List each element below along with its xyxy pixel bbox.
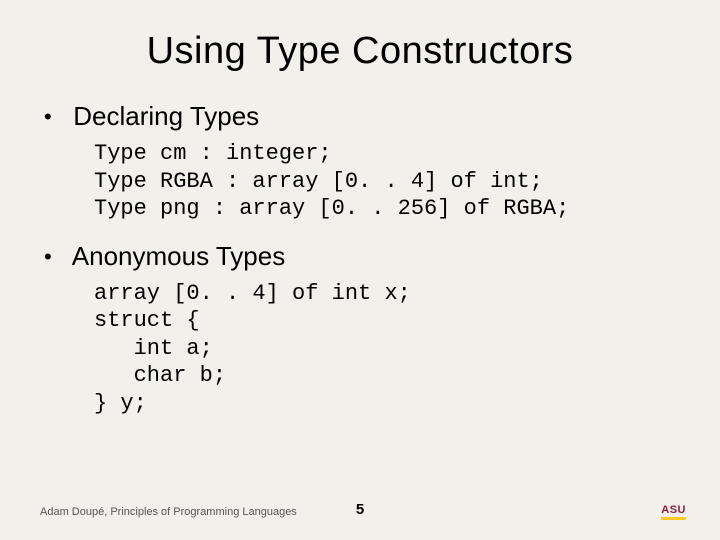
page-number: 5 — [0, 501, 720, 518]
code-anonymous-types: array [0. . 4] of int x; struct { int a;… — [94, 280, 680, 418]
code-declaring-types: Type cm : integer; Type RGBA : array [0.… — [94, 140, 680, 223]
bullet-heading: Anonymous Types — [72, 241, 285, 271]
bullet-declaring-types: Declaring Types — [44, 101, 680, 132]
asu-logo: ASU — [661, 507, 686, 520]
slide-container: Using Type Constructors Declaring Types … — [0, 0, 720, 540]
slide-title: Using Type Constructors — [40, 30, 680, 73]
asu-logo-mark: ASU — [661, 507, 686, 520]
bullet-heading: Declaring Types — [73, 101, 259, 131]
bullet-anonymous-types: Anonymous Types — [44, 241, 680, 272]
